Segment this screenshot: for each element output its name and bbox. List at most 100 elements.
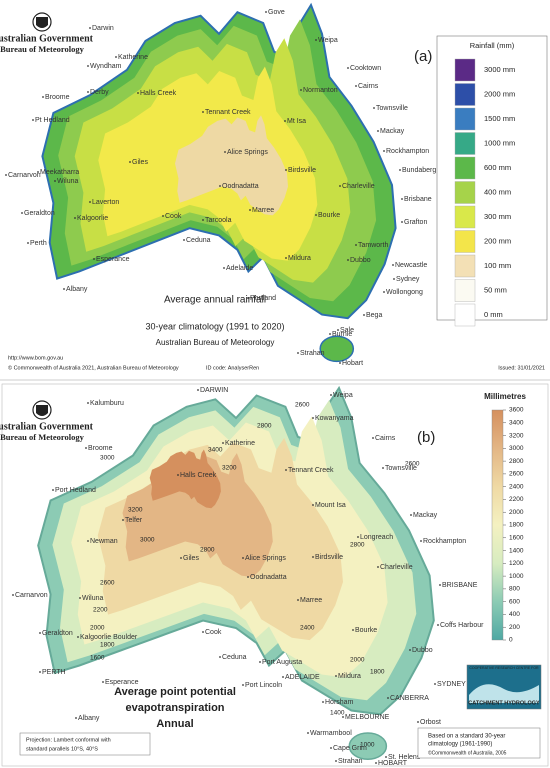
- legend-tick-label: 2800: [509, 458, 524, 465]
- place-label: PERTH: [42, 669, 66, 676]
- place-label: Rockhampton: [423, 538, 466, 545]
- legend-swatch: [454, 156, 476, 180]
- copyright: © Commonwealth of Australia 2021, Austra…: [8, 364, 179, 371]
- place-label: Tennant Creek: [288, 467, 334, 474]
- place-label: Bourke: [318, 212, 340, 219]
- place-label: Brisbane: [404, 196, 432, 203]
- place-label: Giles: [183, 555, 199, 562]
- place-label: BRISBANE: [442, 582, 478, 589]
- place-label: Mackay: [380, 128, 405, 135]
- place-dot: [401, 221, 403, 223]
- url: http://www.bom.gov.au: [8, 355, 63, 361]
- place-label: Tarcoola: [205, 217, 232, 224]
- coat-of-arms: [32, 12, 52, 32]
- place-label: Telfer: [125, 517, 143, 524]
- map-title: Average point potential: [114, 686, 236, 698]
- place-dot: [27, 242, 29, 244]
- place-dot: [339, 185, 341, 187]
- place-dot: [335, 675, 337, 677]
- contour-label: 3400: [208, 447, 223, 454]
- contour-label: 1800: [100, 642, 115, 649]
- place-label: Warrnambool: [310, 730, 352, 737]
- legend-swatch: [454, 107, 476, 131]
- place-label: Coffs Harbour: [440, 622, 484, 629]
- org-name: Australian Government: [0, 33, 94, 44]
- place-label: CANBERRA: [390, 695, 429, 702]
- place-label: Cook: [165, 213, 182, 220]
- projection-text: Projection: Lambert conformal with: [26, 737, 111, 743]
- place-label: Katherine: [225, 440, 255, 447]
- place-dot: [282, 676, 284, 678]
- place-label: Meekatharra: [40, 169, 79, 176]
- logo-wave: [469, 684, 539, 703]
- contour-label: 3000: [100, 455, 115, 462]
- legend-swatch: [454, 254, 476, 278]
- place-dot: [177, 474, 179, 476]
- contour-label: 1400: [330, 710, 345, 717]
- legend-tick-label: 2600: [509, 471, 524, 478]
- place-label: Adelaide: [226, 265, 253, 272]
- legend-swatch: [454, 303, 476, 327]
- place-dot: [383, 291, 385, 293]
- evapotranspiration-zone: [149, 449, 221, 509]
- place-dot: [399, 169, 401, 171]
- panel-label: (b): [417, 429, 435, 446]
- place-label: Bundaberg: [402, 167, 436, 174]
- place-dot: [137, 92, 139, 94]
- place-dot: [297, 352, 299, 354]
- place-dot: [63, 288, 65, 290]
- place-dot: [300, 89, 302, 91]
- legend-tick-label: 3400: [509, 419, 524, 426]
- place-dot: [102, 681, 104, 683]
- legend-label: 1000 mm: [484, 138, 515, 147]
- legend-tick-label: 1000: [509, 573, 524, 580]
- place-label: Alice Springs: [227, 149, 268, 156]
- place-dot: [249, 209, 251, 211]
- legend-tick-label: 3200: [509, 432, 524, 439]
- place-dot: [202, 219, 204, 221]
- place-dot: [284, 120, 286, 122]
- place-label: ADELAIDE: [285, 674, 320, 681]
- place-label: Townsville: [376, 105, 408, 112]
- place-dot: [74, 217, 76, 219]
- legend-title: Rainfall (mm): [470, 41, 515, 50]
- place-dot: [115, 56, 117, 58]
- map-title: 30-year climatology (1991 to 2020): [145, 321, 284, 331]
- contour-label: 2000: [350, 657, 365, 664]
- contour-label: 1000: [360, 742, 375, 749]
- place-label: St. Helens: [388, 754, 421, 761]
- org-division: Bureau of Meteorology: [0, 432, 84, 442]
- place-label: Cairns: [358, 83, 379, 90]
- logo-name: CATCHMENT HYDROLOGY: [468, 700, 540, 706]
- place-label: Geraldton: [24, 210, 55, 217]
- place-dot: [312, 504, 314, 506]
- projection-box: [19, 732, 151, 756]
- place-label: Ceduna: [222, 654, 247, 661]
- legend-label: 50 mm: [484, 285, 507, 294]
- place-dot: [247, 576, 249, 578]
- map-title: Australian Bureau of Meteorology: [156, 338, 275, 347]
- place-dot: [420, 540, 422, 542]
- logo-caption: COOPERATIVE RESEARCH CENTRE FOR: [469, 666, 539, 670]
- place-dot: [197, 389, 199, 391]
- legend-label: 0 mm: [484, 310, 503, 319]
- contour-label: 2200: [93, 607, 108, 614]
- legend-tick-label: 0: [509, 637, 513, 644]
- place-label: Cook: [205, 629, 222, 636]
- place-label: Port Lincoln: [245, 682, 282, 689]
- contour-label: 2600: [295, 402, 310, 409]
- place-dot: [339, 362, 341, 364]
- place-label: Newcastle: [395, 262, 427, 269]
- place-dot: [202, 631, 204, 633]
- place-label: Horsham: [325, 699, 354, 706]
- place-label: Ceduna: [186, 237, 211, 244]
- contour-label: 2000: [90, 625, 105, 632]
- legend-swatch: [454, 279, 476, 302]
- place-label: Mildura: [288, 255, 311, 262]
- legend-tick-label: 800: [509, 586, 520, 593]
- place-label: Carnarvon: [15, 592, 48, 599]
- place-label: Port Hedland: [55, 487, 96, 494]
- place-label: Halls Creek: [140, 90, 177, 97]
- place-label: Wollongong: [386, 289, 423, 296]
- place-dot: [312, 417, 314, 419]
